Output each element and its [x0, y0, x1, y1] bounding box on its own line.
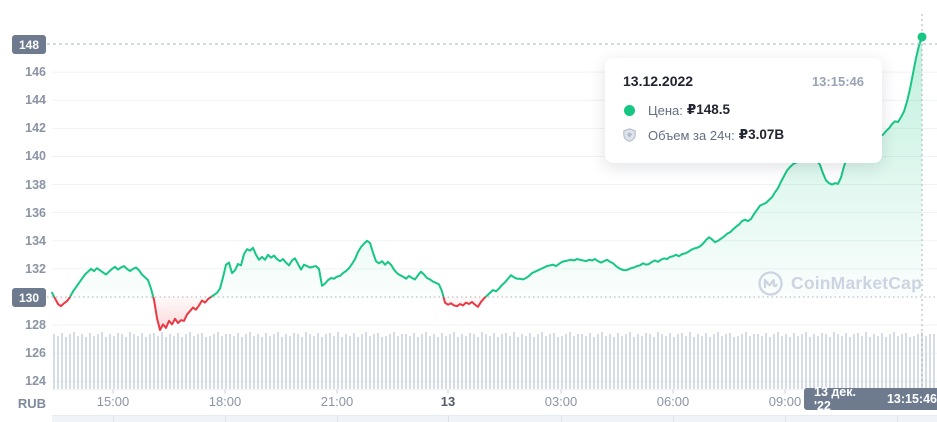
x-axis-label: 03:00 — [544, 394, 578, 409]
chart-tooltip: 13.12.2022 13:15:46 Цена: ₽148.5 Объем з… — [605, 58, 882, 163]
coinmarketcap-watermark: CoinMarketCap — [757, 270, 922, 297]
x-axis-label: 15:00 — [96, 394, 130, 409]
tooltip-volume-label: Объем за 24ч: — [648, 127, 735, 143]
range-selector-strip[interactable] — [52, 415, 937, 422]
current-date: 13 дек. '22 — [814, 385, 856, 413]
tooltip-price-value: ₽148.5 — [686, 102, 731, 117]
y-axis-label: 138 — [25, 177, 46, 192]
y-axis-label: 136 — [25, 205, 46, 220]
price-dot-icon — [624, 104, 635, 116]
x-axis-label: 09:00 — [768, 394, 802, 409]
strip-divider — [785, 416, 786, 422]
x-axis-label: 06:00 — [656, 394, 690, 409]
last-price-dot — [917, 32, 927, 42]
tooltip-date: 13.12.2022 — [623, 73, 694, 89]
strip-divider — [561, 416, 562, 422]
tooltip-price-label: Цена: — [648, 102, 683, 118]
y-axis-label: 144 — [25, 93, 46, 108]
shield-icon — [623, 128, 636, 142]
tooltip-price-row: Цена: ₽148.5 — [623, 102, 864, 118]
strip-divider — [337, 416, 338, 422]
x-axis-label: 18:00 — [208, 394, 242, 409]
y-axis-unit-label: RUB — [17, 396, 46, 411]
strip-divider — [113, 416, 114, 422]
tooltip-volume-row: Объем за 24ч: ₽3.07B — [623, 127, 864, 143]
strip-divider — [448, 416, 449, 422]
coinmarketcap-logo-icon — [758, 271, 783, 296]
y-axis-badge-high: 148 — [12, 35, 46, 54]
tooltip-volume-value: ₽3.07B — [738, 127, 785, 142]
y-axis-label: 126 — [25, 346, 46, 361]
y-axis-label: 132 — [25, 261, 46, 276]
current-time-badge: 13 дек. '22 13:15:46 — [804, 385, 937, 413]
strip-divider — [897, 416, 898, 422]
y-axis-label: 146 — [25, 65, 46, 80]
y-axis-label: 128 — [25, 318, 46, 333]
current-time: 13:15:46 — [886, 392, 937, 406]
strip-divider — [673, 416, 674, 422]
y-axis-badge-baseline: 130 — [12, 288, 46, 307]
y-axis-label: 134 — [25, 233, 46, 248]
tooltip-time: 13:15:46 — [811, 74, 864, 89]
y-axis-label: 142 — [25, 121, 46, 136]
x-axis-label: 13 — [440, 394, 456, 409]
watermark-text: CoinMarketCap — [791, 273, 922, 293]
x-axis-label: 21:00 — [320, 394, 354, 409]
strip-divider — [225, 416, 226, 422]
y-axis-label: 140 — [25, 149, 46, 164]
y-axis-label: 124 — [25, 374, 46, 389]
